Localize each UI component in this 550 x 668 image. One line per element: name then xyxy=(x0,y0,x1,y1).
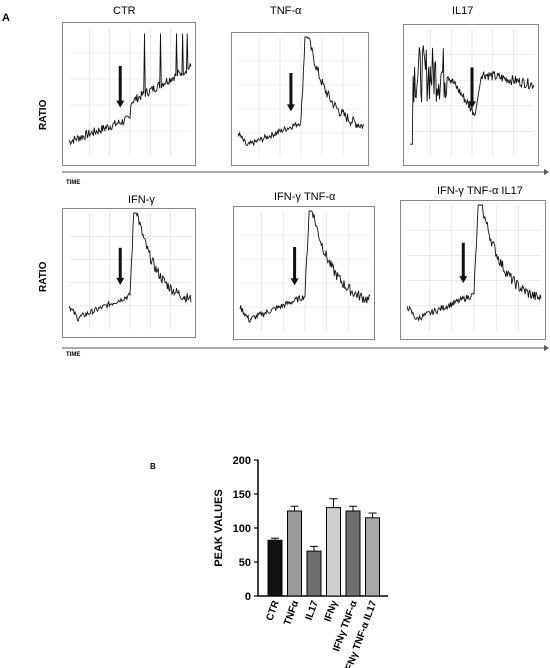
trace-line xyxy=(406,204,542,322)
ratio-label-row2: RATIO xyxy=(38,261,49,292)
stimulus-arrow-head xyxy=(116,100,125,108)
stimulus-arrow-head xyxy=(290,278,299,286)
panel-a-label: A xyxy=(2,12,10,24)
trace-title-il17: IL17 xyxy=(452,5,474,17)
trace-title-ctr: CTR xyxy=(113,5,136,17)
bar xyxy=(326,507,341,597)
bar xyxy=(306,550,322,597)
stimulus-arrow-head xyxy=(468,101,476,109)
trace-line xyxy=(237,36,365,147)
trace-title-tnf: TNF-α xyxy=(270,5,302,17)
trace-ctr xyxy=(62,22,196,166)
trace-ifn xyxy=(62,208,196,338)
bar xyxy=(287,510,302,597)
y-tick-label: 200 xyxy=(233,455,251,467)
trace-title-ifn: IFN-γ xyxy=(128,194,155,206)
x-tick-label: CTR xyxy=(264,599,282,623)
ratio-label-row1: RATIO xyxy=(38,99,49,130)
time-label-row2: TIME xyxy=(66,352,81,358)
trace-ifn-tnf xyxy=(233,206,375,340)
stimulus-arrow-head xyxy=(286,104,295,112)
bar xyxy=(365,517,380,597)
x-tick-label: TNFα xyxy=(282,598,301,627)
y-tick-label: 0 xyxy=(245,591,251,603)
y-axis-label: PEAK VALUES xyxy=(213,489,225,566)
x-tick-label: IL17 xyxy=(304,599,321,622)
trace-line xyxy=(239,210,371,324)
x-tick-label: IFNγ xyxy=(323,599,341,624)
stimulus-arrow-head xyxy=(459,276,468,284)
stimulus-arrow-head xyxy=(116,277,125,285)
time-arrow-row2 xyxy=(62,345,549,351)
trace-il17 xyxy=(403,24,539,166)
trace-line xyxy=(68,33,192,146)
trace-title-ifn-tnf-il17: IFN-γ TNF-α IL17 xyxy=(437,185,523,197)
time-label-row1: TIME xyxy=(66,180,81,186)
trace-line xyxy=(68,212,192,322)
trace-tnf xyxy=(231,32,369,166)
trace-ifn-tnf-il17 xyxy=(400,200,546,340)
y-tick-label: 50 xyxy=(239,557,251,569)
trace-title-ifn-tnf: IFN-γ TNF-α xyxy=(274,191,336,203)
y-tick-label: 150 xyxy=(233,489,251,501)
time-arrow-row1 xyxy=(62,169,549,175)
y-tick-label: 100 xyxy=(233,523,251,535)
bar xyxy=(267,539,283,597)
bar xyxy=(345,510,361,597)
panel-b-label: B xyxy=(150,462,156,471)
